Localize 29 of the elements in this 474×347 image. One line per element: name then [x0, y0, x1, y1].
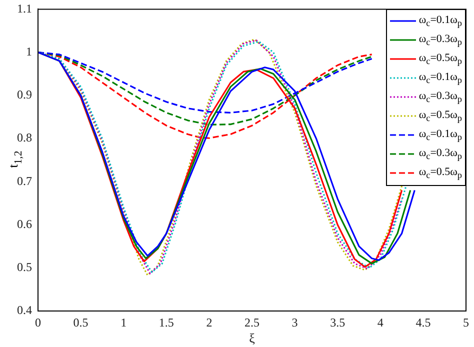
legend-label: ω$_{c}$=0.1ω$_{p}$: [418, 14, 462, 28]
legend-label: ω$_{c}$=0.3ω$_{p}$: [418, 32, 462, 47]
x-tick-label: 0: [35, 315, 41, 330]
y-tick-label: 0.9: [17, 88, 32, 102]
x-tick-label: 2.5: [244, 315, 260, 330]
legend-label: ω$_{c}$=0.5ω$_{p}$: [418, 166, 462, 180]
legend-label: ω$_{c}$=0.3ω$_{p}$: [418, 90, 462, 104]
x-tick-label: 3: [292, 315, 298, 330]
x-tick-label: 2: [206, 315, 212, 330]
x-tick-label: 3.5: [330, 315, 346, 330]
legend-label: ω$_{c}$=0.3ω$_{p}$: [418, 146, 462, 161]
x-tick-label: 1.5: [158, 315, 174, 330]
y-tick-label: 0.6: [17, 216, 32, 231]
y-tick-label: 0.7: [17, 174, 32, 188]
y-tick-label: 1: [26, 44, 32, 58]
y-tick-label: 0.4: [17, 303, 32, 318]
legend-label: ω$_{c}$=0.5ω$_{p}$: [418, 108, 462, 123]
x-tick-label: 1: [120, 315, 127, 330]
legend-label: ω$_{c}$=0.5ω$_{p}$: [418, 52, 462, 66]
y-tick-label: 0.5: [17, 260, 32, 274]
y-tick-label: 1.1: [17, 1, 32, 16]
x-tick-label: 5: [463, 315, 469, 330]
x-axis-title: ξ: [249, 330, 256, 346]
legend-label: ω$_{c}$=0.1ω$_{p}$: [418, 70, 462, 85]
x-tick-label: 0.5: [73, 315, 88, 330]
legend-label: ω$_{c}$=0.1ω$_{p}$: [418, 128, 462, 142]
y-tick-label: 0.8: [17, 130, 32, 145]
x-tick-label: 4.5: [416, 315, 431, 330]
x-tick-label: 4: [377, 315, 384, 330]
